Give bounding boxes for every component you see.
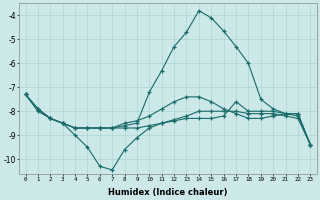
X-axis label: Humidex (Indice chaleur): Humidex (Indice chaleur): [108, 188, 228, 197]
